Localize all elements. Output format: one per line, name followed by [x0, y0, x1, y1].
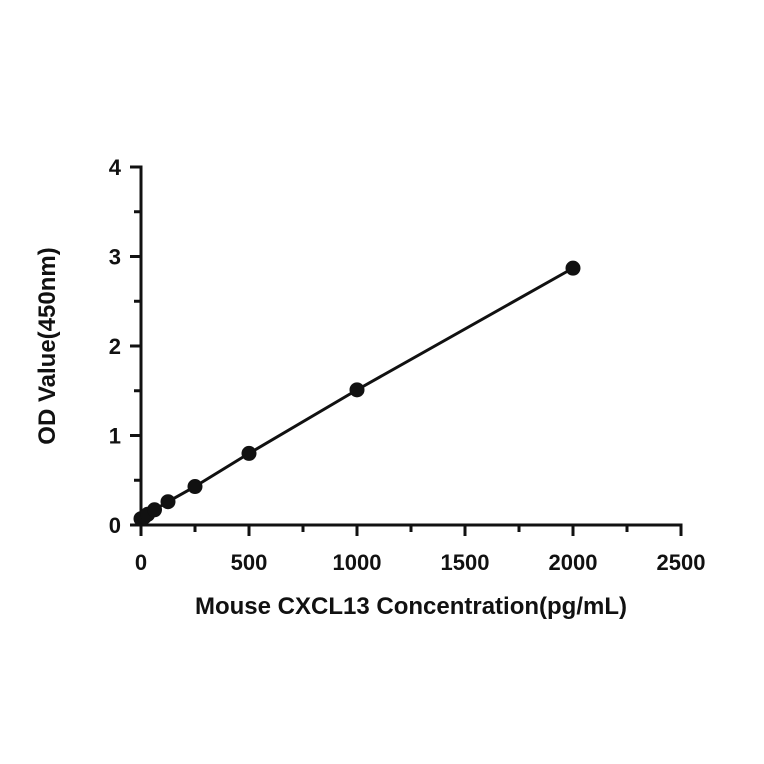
x-tick-label: 2000 [549, 550, 598, 575]
y-tick-label: 1 [109, 424, 121, 449]
data-point [349, 382, 365, 398]
x-tick-label: 500 [231, 550, 268, 575]
data-point [160, 494, 176, 510]
x-axis-ticks: 0 500 1000 1500 2000 2500 [135, 525, 706, 575]
data-point [565, 260, 581, 276]
y-axis-title: OD Value(450nm) [34, 247, 61, 444]
x-axis-title: Mouse CXCL13 Concentration(pg/mL) [195, 593, 627, 620]
data-point [187, 479, 203, 495]
data-point [241, 445, 257, 461]
data-point [147, 502, 162, 518]
data-points [133, 260, 581, 527]
x-tick-label: 1500 [441, 550, 490, 575]
x-tick-label: 2500 [657, 550, 706, 575]
y-tick-label: 4 [109, 155, 122, 180]
y-tick-label: 2 [109, 334, 121, 359]
y-tick-label: 3 [109, 245, 121, 270]
x-tick-label: 1000 [333, 550, 382, 575]
y-tick-label: 0 [109, 513, 121, 538]
y-axis-ticks: 0 1 2 3 4 [109, 155, 141, 538]
x-tick-label: 0 [135, 550, 147, 575]
